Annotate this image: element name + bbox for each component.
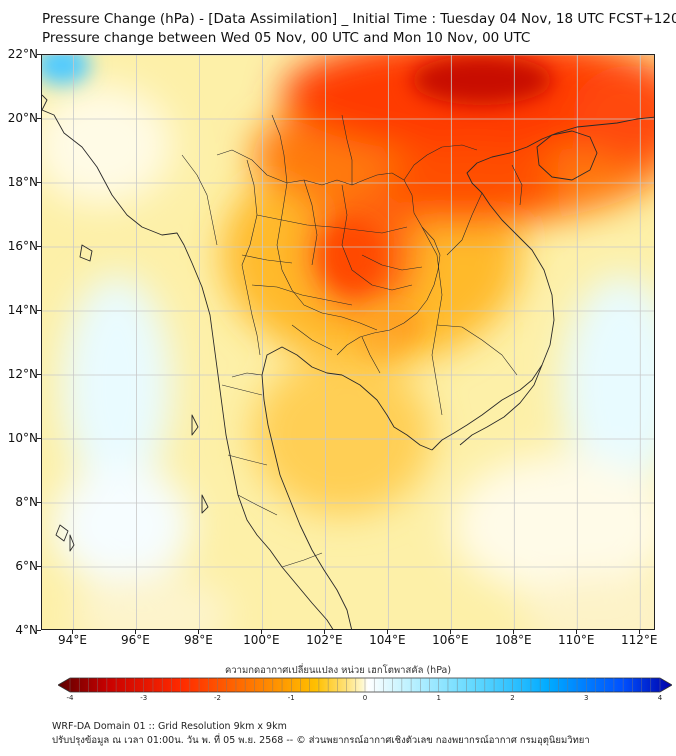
longitude-tick: [513, 630, 515, 634]
longitude-tick: [576, 630, 578, 634]
latitude-tick: [37, 118, 41, 119]
longitude-label: 104°E: [369, 633, 406, 647]
latitude-tick: [37, 54, 41, 55]
longitude-label: 110°E: [558, 633, 595, 647]
title-line-2: Pressure change between Wed 05 Nov, 00 U…: [42, 30, 531, 46]
colorbar-tick-label: -2: [214, 694, 221, 702]
longitude-label: 100°E: [243, 633, 280, 647]
colorbar-tick-label: -4: [66, 694, 74, 702]
longitude-tick: [324, 630, 326, 634]
latitude-label: 10°N: [7, 431, 38, 445]
latitude-tick: [37, 182, 41, 183]
coastlines: [42, 94, 654, 629]
colorbar: [57, 677, 673, 693]
longitude-tick: [387, 630, 389, 634]
latitude-tick: [37, 630, 41, 631]
colorbar-tick-label: 0: [362, 694, 368, 702]
latitude-tick: [37, 374, 41, 375]
latitude-label: 12°N: [7, 367, 38, 381]
colorbar-tick-label: 3: [584, 694, 589, 702]
colorbar-tick-label: -3: [140, 694, 148, 702]
graticule: [42, 55, 654, 629]
longitude-tick: [135, 630, 137, 634]
pressure-field-detail: [42, 55, 552, 357]
longitude-label: 98°E: [183, 633, 213, 647]
latitude-label: 6°N: [15, 559, 38, 573]
pressure-change-map[interactable]: [41, 54, 655, 630]
footer-line-1: WRF-DA Domain 01 :: Grid Resolution 9km …: [52, 721, 287, 732]
longitude-tick: [450, 630, 452, 634]
longitude-tick: [639, 630, 641, 634]
latitude-label: 14°N: [7, 303, 38, 317]
longitude-label: 102°E: [306, 633, 343, 647]
longitude-label: 108°E: [495, 633, 532, 647]
footer-line-2: ปรับปรุงข้อมูล ณ เวลา 01:00น. วัน พ. ที่…: [52, 735, 590, 746]
map-svg: [42, 55, 654, 629]
longitude-tick: [261, 630, 263, 634]
longitude-tick: [72, 630, 74, 634]
latitude-label: 4°N: [15, 623, 38, 637]
title-line-1: Pressure Change (hPa) - [Data Assimilati…: [42, 11, 676, 27]
longitude-label: 96°E: [121, 633, 150, 647]
latitude-label: 22°N: [7, 47, 38, 61]
latitude-tick: [37, 438, 41, 439]
longitude-label: 112°E: [621, 633, 658, 647]
latitude-tick: [37, 246, 41, 247]
latitude-label: 16°N: [7, 239, 38, 253]
latitude-tick: [37, 310, 41, 311]
latitude-tick: [37, 566, 41, 567]
longitude-tick: [198, 630, 200, 634]
latitude-tick: [37, 502, 41, 503]
colorbar-ticks: [69, 678, 661, 692]
latitude-label: 8°N: [15, 495, 38, 509]
colorbar-tick-label: 1: [436, 694, 441, 702]
colorbar-tick-label: 2: [510, 694, 515, 702]
longitude-label: 106°E: [432, 633, 469, 647]
pressure-field: [42, 55, 654, 629]
colorbar-label: ความกดอากาศเปลี่ยนแปลง หน่วย เฮกโตพาสคัล…: [224, 665, 452, 676]
longitude-label: 94°E: [58, 633, 87, 647]
latitude-label: 18°N: [7, 175, 38, 189]
map-title: Pressure Change (hPa) - [Data Assimilati…: [42, 10, 676, 48]
colorbar-tick-label: 4: [657, 694, 663, 702]
colorbar-svg: [57, 677, 673, 693]
colorbar-tick-label: -1: [287, 694, 295, 702]
admin-borders: [181, 114, 523, 568]
latitude-label: 20°N: [7, 111, 38, 125]
footer: WRF-DA Domain 01 :: Grid Resolution 9km …: [52, 720, 590, 748]
